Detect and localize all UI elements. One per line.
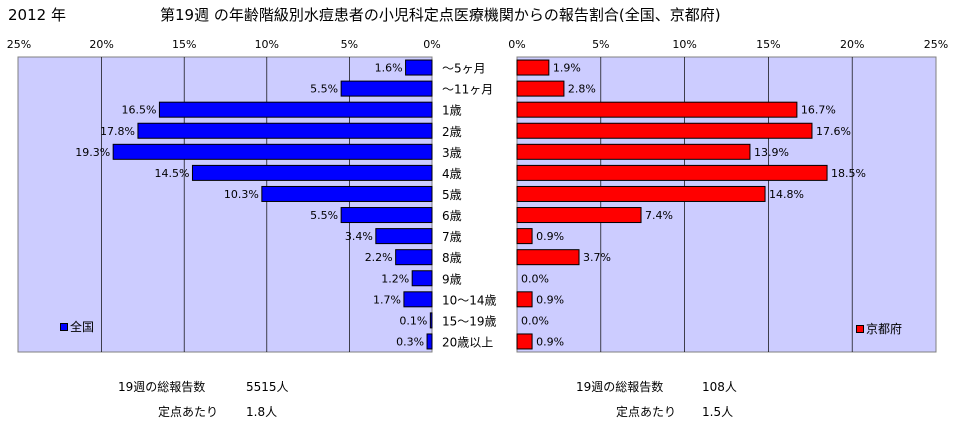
x-tick-label-national: 15% bbox=[172, 38, 196, 51]
data-label-national: 0.1% bbox=[399, 314, 427, 327]
bar-national bbox=[340, 80, 433, 97]
bar-kyoto bbox=[516, 207, 642, 224]
bar-kyoto bbox=[516, 185, 766, 202]
bar-national bbox=[405, 59, 433, 76]
data-label-kyoto: 14.8% bbox=[769, 188, 804, 201]
bar-kyoto bbox=[516, 228, 533, 245]
bar-national bbox=[426, 333, 433, 350]
legend-kyoto-swatch bbox=[856, 324, 864, 333]
bar-national bbox=[261, 185, 433, 202]
bar-kyoto bbox=[516, 333, 533, 350]
age-category-label: 3歳 bbox=[442, 146, 462, 160]
bar-kyoto bbox=[516, 101, 798, 118]
x-tick-label-national: 10% bbox=[255, 38, 279, 51]
x-tick-label-kyoto: 10% bbox=[672, 38, 696, 51]
x-tick-label-kyoto: 15% bbox=[756, 38, 780, 51]
bar-national bbox=[375, 228, 433, 245]
data-label-kyoto: 0.9% bbox=[536, 293, 564, 306]
data-label-national: 2.2% bbox=[365, 251, 393, 264]
bar-national bbox=[403, 291, 433, 308]
age-category-label: 15～19歳 bbox=[442, 314, 497, 328]
data-label-kyoto: 2.8% bbox=[568, 83, 596, 96]
data-label-kyoto: 7.4% bbox=[645, 209, 673, 222]
legend-national-swatch bbox=[60, 322, 68, 331]
age-category-label: ～11ヶ月 bbox=[442, 83, 493, 97]
data-label-kyoto: 0.9% bbox=[536, 335, 564, 348]
data-label-national: 1.2% bbox=[381, 272, 409, 285]
legend-national: 全国 bbox=[60, 318, 94, 335]
kyoto-total-label: 19週の総報告数 bbox=[576, 380, 664, 394]
data-label-national: 16.5% bbox=[121, 104, 156, 117]
plot-area-kyoto bbox=[516, 56, 937, 353]
plot-area-national bbox=[17, 56, 433, 353]
bar-kyoto bbox=[516, 143, 751, 160]
age-category-label: 6歳 bbox=[442, 209, 462, 223]
data-label-national: 0.3% bbox=[396, 335, 424, 348]
age-category-label: 4歳 bbox=[442, 167, 462, 181]
data-label-national: 10.3% bbox=[224, 188, 259, 201]
data-label-kyoto: 0.9% bbox=[536, 230, 564, 243]
kyoto-per-value: 1.5人 bbox=[702, 405, 734, 419]
national-per-value: 1.8人 bbox=[246, 405, 278, 419]
bar-national bbox=[395, 249, 433, 266]
bar-national bbox=[158, 101, 433, 118]
bar-national bbox=[340, 207, 433, 224]
data-label-kyoto: 0.0% bbox=[521, 272, 549, 285]
bar-kyoto bbox=[516, 291, 533, 308]
bar-kyoto bbox=[516, 122, 813, 139]
data-label-national: 17.8% bbox=[100, 125, 135, 138]
data-label-national: 3.4% bbox=[345, 230, 373, 243]
data-label-kyoto: 3.7% bbox=[583, 251, 611, 264]
x-tick-label-national: 5% bbox=[341, 38, 358, 51]
age-category-label: 2歳 bbox=[442, 125, 462, 139]
bar-kyoto bbox=[516, 80, 565, 97]
legend-kyoto: 京都府 bbox=[856, 320, 902, 337]
data-label-national: 1.6% bbox=[375, 62, 403, 75]
kyoto-total-value: 108人 bbox=[702, 380, 737, 394]
x-tick-label-kyoto: 20% bbox=[840, 38, 864, 51]
x-tick-label-kyoto: 25% bbox=[924, 38, 948, 51]
age-category-label: 9歳 bbox=[442, 272, 462, 286]
x-tick-label-national: 25% bbox=[7, 38, 31, 51]
national-total-value: 5515人 bbox=[246, 380, 289, 394]
bar-national bbox=[112, 143, 433, 160]
x-tick-label-kyoto: 0% bbox=[508, 38, 525, 51]
bar-kyoto bbox=[516, 164, 828, 181]
bar-kyoto bbox=[516, 249, 580, 266]
age-category-label: 1歳 bbox=[442, 104, 462, 118]
data-label-national: 14.5% bbox=[155, 167, 190, 180]
national-per-label: 定点あたり bbox=[158, 405, 219, 419]
x-tick-label-national: 20% bbox=[89, 38, 113, 51]
bar-national bbox=[191, 164, 433, 181]
age-category-label: 10～14歳 bbox=[442, 293, 497, 307]
bar-national bbox=[137, 122, 433, 139]
bar-kyoto bbox=[516, 59, 550, 76]
data-label-national: 19.3% bbox=[75, 146, 110, 159]
chart-title: 第19週 の年齢階級別水痘患者の小児科定点医療機関からの報告割合(全国、京都府) bbox=[160, 6, 721, 24]
data-label-national: 5.5% bbox=[310, 209, 338, 222]
legend-national-label: 全国 bbox=[70, 320, 95, 334]
data-label-kyoto: 1.9% bbox=[553, 62, 581, 75]
kyoto-per-label: 定点あたり bbox=[616, 405, 677, 419]
year-label: 2012 年 bbox=[8, 6, 66, 24]
bar-national bbox=[429, 312, 433, 329]
age-category-label: 7歳 bbox=[442, 230, 462, 244]
data-label-kyoto: 18.5% bbox=[831, 167, 866, 180]
data-label-kyoto: 13.9% bbox=[754, 146, 789, 159]
age-category-label: 8歳 bbox=[442, 251, 462, 265]
data-label-national: 1.7% bbox=[373, 293, 401, 306]
data-label-kyoto: 16.7% bbox=[801, 104, 836, 117]
age-category-label: 20歳以上 bbox=[442, 335, 493, 349]
data-label-national: 5.5% bbox=[310, 83, 338, 96]
x-tick-label-kyoto: 5% bbox=[592, 38, 609, 51]
data-label-kyoto: 17.6% bbox=[816, 125, 851, 138]
national-total-label: 19週の総報告数 bbox=[118, 380, 206, 394]
age-category-label: 5歳 bbox=[442, 188, 462, 202]
legend-kyoto-label: 京都府 bbox=[866, 322, 903, 336]
x-tick-label-national: 0% bbox=[423, 38, 440, 51]
age-category-label: ～5ヶ月 bbox=[442, 62, 486, 76]
data-label-kyoto: 0.0% bbox=[521, 314, 549, 327]
bar-national bbox=[411, 270, 433, 287]
